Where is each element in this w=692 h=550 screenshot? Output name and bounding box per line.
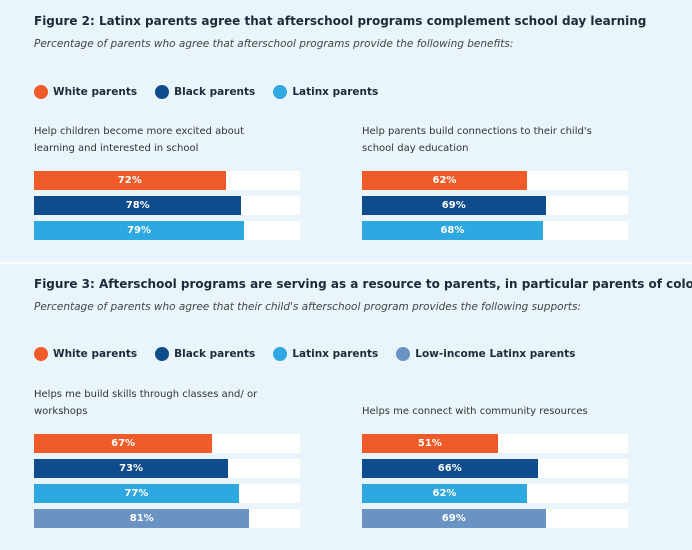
legend-swatch <box>155 85 170 99</box>
legend-swatch <box>155 347 170 361</box>
value-label: 81% <box>129 513 154 524</box>
bar-track: 51% <box>362 434 628 453</box>
bar-track: 81% <box>34 509 300 528</box>
figure-title: Figure 3: Afterschool programs are servi… <box>34 277 692 291</box>
bar: 51% <box>362 434 498 453</box>
value-label: 69% <box>441 513 466 524</box>
bar: 69% <box>362 509 546 528</box>
bar: 66% <box>362 459 538 478</box>
bar: 62% <box>362 171 527 190</box>
panel-title: Helps me build skills through classes an… <box>34 389 258 417</box>
panel-title: Helps me connect with community resource… <box>362 406 588 417</box>
value-label: 67% <box>111 438 136 449</box>
bar: 81% <box>34 509 250 528</box>
bar: 79% <box>34 221 245 240</box>
bar-track: 77% <box>34 484 300 503</box>
bar-track: 66% <box>362 459 628 478</box>
value-label: 66% <box>437 463 462 474</box>
legend-item: Black parents <box>155 85 255 99</box>
bar-track: 67% <box>34 434 300 453</box>
value-label: 51% <box>417 438 442 449</box>
legend-swatch <box>273 85 288 99</box>
bar: 68% <box>362 221 543 240</box>
value-label: 68% <box>440 225 465 236</box>
value-label: 69% <box>441 200 466 211</box>
bar: 77% <box>34 484 239 503</box>
legend-label: Black parents <box>174 86 256 98</box>
legend-label: Latinx parents <box>292 86 379 98</box>
legend-label: White parents <box>53 348 138 360</box>
value-label: 62% <box>432 488 457 499</box>
legend-swatch <box>273 347 288 361</box>
legend-item: Low-income Latinx parents <box>396 347 575 361</box>
bar: 67% <box>34 434 213 453</box>
legend-item: White parents <box>34 85 137 99</box>
legend-label: White parents <box>53 86 138 98</box>
bar-track: 73% <box>34 459 300 478</box>
bar-track: 62% <box>362 484 628 503</box>
bar: 72% <box>34 171 226 190</box>
bar: 73% <box>34 459 229 478</box>
figure-subtitle: Percentage of parents who agree that aft… <box>34 38 514 50</box>
legend-label: Latinx parents <box>292 348 379 360</box>
legend: White parents Black parents Latinx parents… <box>34 347 575 361</box>
value-label: 79% <box>127 225 152 236</box>
legend-label: Black parents <box>174 348 256 360</box>
figure-title: Figure 2: Latinx parents agree that afte… <box>34 14 647 28</box>
legend-item: Latinx parents <box>273 347 378 361</box>
value-label: 72% <box>117 175 142 186</box>
bar-track: 69% <box>362 196 628 215</box>
panel-title: Help parents build connections to their … <box>362 126 592 154</box>
bar-track: 79% <box>34 221 300 240</box>
bar-track: 62% <box>362 171 628 190</box>
figure-subtitle: Percentage of parents who agree that the… <box>34 301 582 313</box>
legend-item: Black parents <box>155 347 255 361</box>
legend-label: Low-income Latinx parents <box>415 348 576 360</box>
panel-title: Help children become more excited about … <box>34 126 244 154</box>
bar-track: 72% <box>34 171 300 190</box>
value-label: 73% <box>119 463 144 474</box>
bar-track: 68% <box>362 221 628 240</box>
bar: 78% <box>34 196 242 215</box>
value-label: 77% <box>124 488 149 499</box>
value-label: 78% <box>125 200 150 211</box>
legend-swatch <box>34 85 48 99</box>
legend: White parents Black parents Latinx parents <box>34 85 378 99</box>
bar: 62% <box>362 484 527 503</box>
bar-track: 78% <box>34 196 300 215</box>
legend-item: Latinx parents <box>273 85 378 99</box>
bar-track: 69% <box>362 509 628 528</box>
legend-swatch <box>34 347 48 361</box>
bar: 69% <box>362 196 546 215</box>
legend-swatch <box>396 347 411 361</box>
divider <box>0 262 692 264</box>
legend-item: White parents <box>34 347 137 361</box>
value-label: 62% <box>432 175 457 186</box>
